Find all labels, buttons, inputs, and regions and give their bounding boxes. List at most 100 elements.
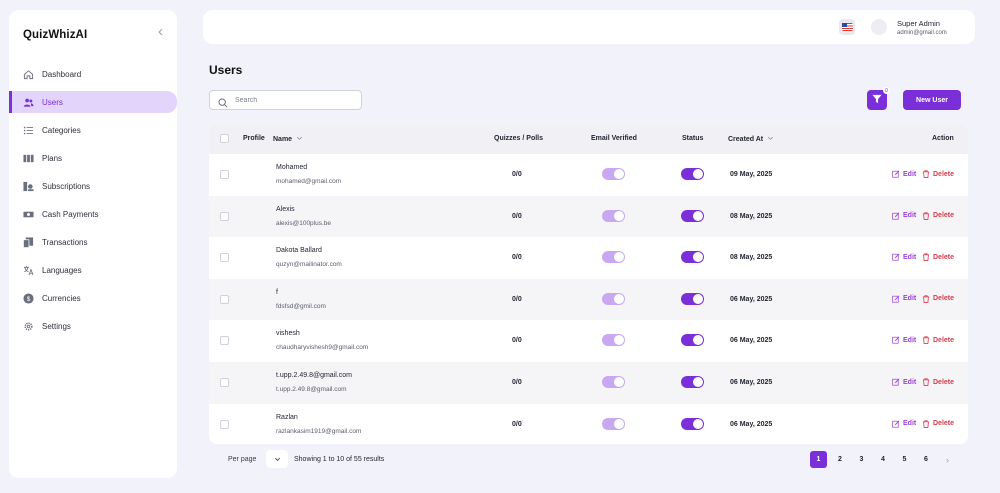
edit-button[interactable]: Edit [892, 253, 916, 261]
user-name-cell: Alexis [276, 205, 295, 213]
header-created-at[interactable]: Created At [728, 135, 774, 144]
sidebar-item-label: Plans [42, 153, 63, 163]
delete-label: Delete [933, 295, 955, 303]
status-toggle[interactable] [681, 168, 704, 180]
delete-button[interactable]: Delete [922, 253, 954, 262]
sidebar-item-users[interactable]: Users [9, 91, 177, 113]
sidebar-item-label: Currencies [42, 293, 81, 303]
brand-logo: QuizWhizAI [23, 29, 88, 41]
gear-icon [23, 321, 34, 332]
edit-label: Edit [903, 378, 917, 386]
select-all-checkbox[interactable] [220, 134, 229, 143]
filter-button[interactable]: 0 [867, 87, 890, 110]
delete-label: Delete [933, 420, 955, 428]
collapse-sidebar-icon[interactable]: ‹ [158, 23, 163, 40]
toggle-knob [693, 377, 703, 387]
page-button-4[interactable]: 4 [881, 456, 885, 463]
edit-label: Edit [903, 170, 917, 178]
toggle-knob [614, 293, 624, 304]
user-name[interactable]: Super Admin [897, 19, 940, 28]
search-box[interactable] [209, 90, 362, 110]
delete-button[interactable]: Delete [922, 336, 954, 345]
edit-icon [892, 336, 900, 344]
email-verified-toggle[interactable] [602, 376, 625, 388]
sidebar-item-label: Subscriptions [42, 181, 91, 191]
row-checkbox[interactable] [220, 253, 229, 263]
user-email-cell: chaudharyvishesh9@gmail.com [276, 344, 369, 352]
delete-button[interactable]: Delete [922, 419, 955, 428]
us-flag-icon[interactable] [839, 19, 855, 35]
status-toggle[interactable] [681, 251, 704, 264]
toggle-knob [693, 335, 703, 346]
trash-icon [922, 170, 930, 178]
filter-icon [872, 91, 882, 109]
delete-button[interactable]: Delete [922, 378, 954, 386]
table-row: Mohamed mohamed@gmail.com 0/0 09 May, 20… [209, 154, 968, 196]
sidebar-item-label: Settings [42, 321, 71, 331]
per-page-select[interactable] [266, 450, 288, 468]
sidebar-item-currencies[interactable]: $ Currencies [9, 287, 177, 309]
edit-icon [892, 253, 900, 261]
email-verified-toggle[interactable] [602, 292, 625, 305]
toggle-knob [614, 210, 624, 221]
status-toggle[interactable] [681, 292, 704, 305]
search-input[interactable] [235, 96, 345, 104]
table-row: f fdsfsd@gmil.com 0/0 06 May, 2025 Edit … [209, 278, 968, 321]
header-name[interactable]: Name [273, 135, 303, 144]
next-page-icon[interactable]: › [946, 454, 949, 465]
created-at-cell: 08 May, 2025 [730, 254, 773, 262]
page-button-3[interactable]: 3 [859, 456, 864, 463]
status-toggle[interactable] [681, 417, 704, 430]
sort-chevron-icon [296, 135, 303, 144]
created-at-cell: 06 May, 2025 [730, 379, 773, 386]
delete-button[interactable]: Delete [922, 295, 954, 303]
new-user-button[interactable]: New User [903, 90, 961, 110]
toggle-knob [693, 252, 703, 263]
page-button-1[interactable]: 1 [810, 451, 827, 468]
sidebar-item-subscriptions[interactable]: Subscriptions [9, 175, 177, 197]
page-button-6[interactable]: 6 [924, 456, 928, 463]
toggle-knob [614, 252, 624, 263]
email-verified-toggle[interactable] [602, 334, 625, 347]
email-verified-toggle[interactable] [602, 209, 625, 222]
sidebar-item-settings[interactable]: Settings [9, 315, 177, 337]
edit-button[interactable]: Edit [892, 378, 916, 386]
quizzes-polls-cell: 0/0 [512, 254, 522, 262]
sidebar-item-transactions[interactable]: Transactions [9, 231, 177, 253]
page-button-2[interactable]: 2 [838, 456, 842, 463]
edit-icon [892, 378, 900, 386]
row-checkbox[interactable] [220, 170, 229, 179]
subscription-icon [23, 181, 34, 192]
sidebar-item-languages[interactable]: Languages [9, 259, 177, 281]
delete-button[interactable]: Delete [922, 211, 955, 220]
sidebar-item-categories[interactable]: Categories [9, 119, 177, 141]
sidebar-item-plans[interactable]: Plans [9, 147, 177, 169]
row-checkbox[interactable] [220, 419, 229, 429]
delete-button[interactable]: Delete [922, 170, 954, 178]
status-toggle[interactable] [681, 209, 704, 222]
row-checkbox[interactable] [220, 378, 229, 387]
sidebar-item-cash-payments[interactable]: Cash Payments [9, 203, 177, 225]
email-verified-toggle[interactable] [602, 168, 625, 180]
transactions-icon [23, 236, 34, 248]
sidebar-item-dashboard[interactable]: Dashboard [9, 63, 177, 85]
status-toggle[interactable] [681, 334, 704, 347]
status-toggle[interactable] [681, 376, 704, 388]
edit-button[interactable]: Edit [892, 170, 916, 178]
edit-button[interactable]: Edit [892, 420, 916, 428]
row-checkbox[interactable] [220, 211, 229, 221]
header-email-verified: Email Verified [591, 135, 637, 142]
page-button-5[interactable]: 5 [902, 456, 907, 463]
email-verified-toggle[interactable] [602, 417, 625, 430]
cash-icon [23, 209, 34, 220]
avatar[interactable] [871, 19, 887, 35]
trash-icon [922, 336, 930, 345]
email-verified-toggle[interactable] [602, 251, 625, 264]
sort-chevron-icon [767, 135, 774, 144]
delete-label: Delete [933, 212, 955, 220]
edit-button[interactable]: Edit [892, 212, 916, 220]
edit-button[interactable]: Edit [892, 295, 916, 303]
row-checkbox[interactable] [220, 294, 229, 304]
edit-button[interactable]: Edit [892, 336, 916, 344]
row-checkbox[interactable] [220, 336, 229, 346]
